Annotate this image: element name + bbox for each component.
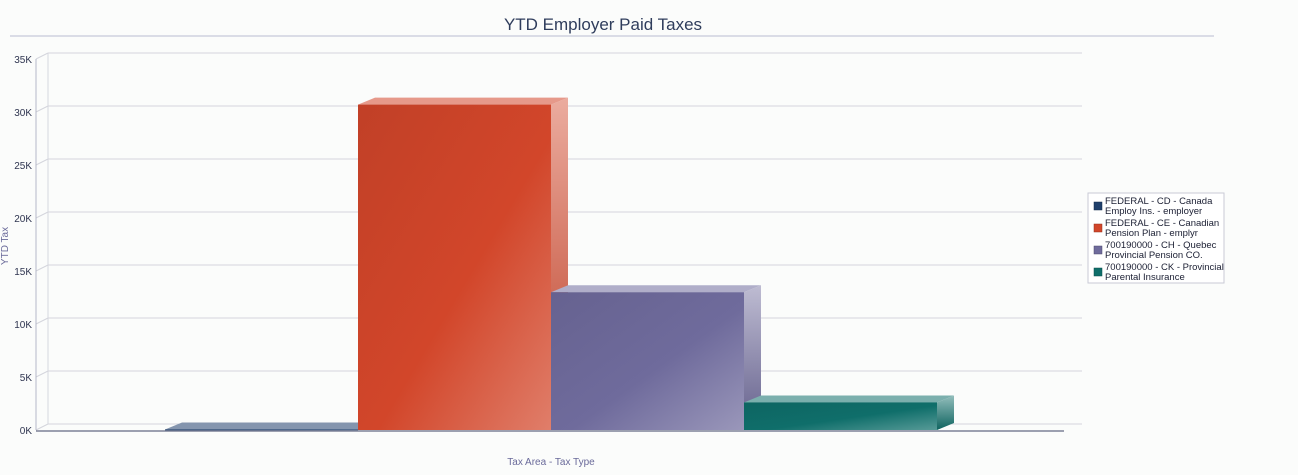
legend-label: FEDERAL - CE - Canadian <box>1105 218 1219 229</box>
y-tick-label: 0K <box>20 426 33 437</box>
gridline-side <box>35 211 49 219</box>
gridline-side <box>35 52 49 60</box>
legend-label: FEDERAL - CD - Canada <box>1105 196 1213 207</box>
gridline-side <box>35 370 49 378</box>
y-tick-label: 15K <box>14 267 32 278</box>
legend-swatch <box>1093 223 1103 233</box>
bar-top <box>165 422 375 430</box>
y-tick-label: 30K <box>14 108 32 119</box>
gridline-side <box>35 158 49 166</box>
legend-swatch <box>1093 245 1103 255</box>
y-axis-label: YTD Tax <box>0 227 11 265</box>
bar-front <box>358 104 551 430</box>
gridline-side <box>35 105 49 113</box>
bar[interactable] <box>165 422 375 431</box>
legend-label: Parental Insurance <box>1105 272 1185 283</box>
y-tick-label: 35K <box>14 55 32 66</box>
bar-front <box>551 292 744 430</box>
bar-top <box>358 97 568 105</box>
gridline-side <box>35 423 49 431</box>
legend-frame <box>1087 192 1225 284</box>
legend-label: Provincial Pension CO. <box>1105 250 1203 261</box>
y-tick-label: 10K <box>14 320 32 331</box>
y-tick-label: 20K <box>14 214 32 225</box>
legend-swatch <box>1093 267 1103 277</box>
bar-side <box>744 285 761 430</box>
y-axis: 0K 5K 10K 15K 20K 25K 30K 35K <box>14 53 1064 437</box>
gridline-side <box>35 264 49 272</box>
bar[interactable] <box>551 285 761 430</box>
legend-label: Pension Plan - emplyr <box>1105 228 1198 239</box>
y-tick-label: 5K <box>20 373 33 384</box>
bar-top <box>744 395 954 403</box>
bar-top <box>551 285 761 293</box>
chart-title: YTD Employer Paid Taxes <box>504 15 702 34</box>
legend-swatch <box>1093 201 1103 211</box>
legend-label: 700190000 - CK - Provincial <box>1105 262 1224 273</box>
gridline-side <box>35 317 49 325</box>
legend-label: 700190000 - CH - Quebec <box>1105 240 1217 251</box>
bar[interactable] <box>744 395 954 430</box>
bar-front <box>744 402 937 430</box>
x-axis-label: Tax Area - Tax Type <box>507 457 595 468</box>
bars <box>165 97 954 431</box>
y-tick-label: 25K <box>14 161 32 172</box>
bar-front <box>165 429 358 431</box>
bar[interactable] <box>358 97 568 430</box>
legend-label: Employ Ins. - employer <box>1105 206 1202 217</box>
bar-side <box>937 395 954 430</box>
